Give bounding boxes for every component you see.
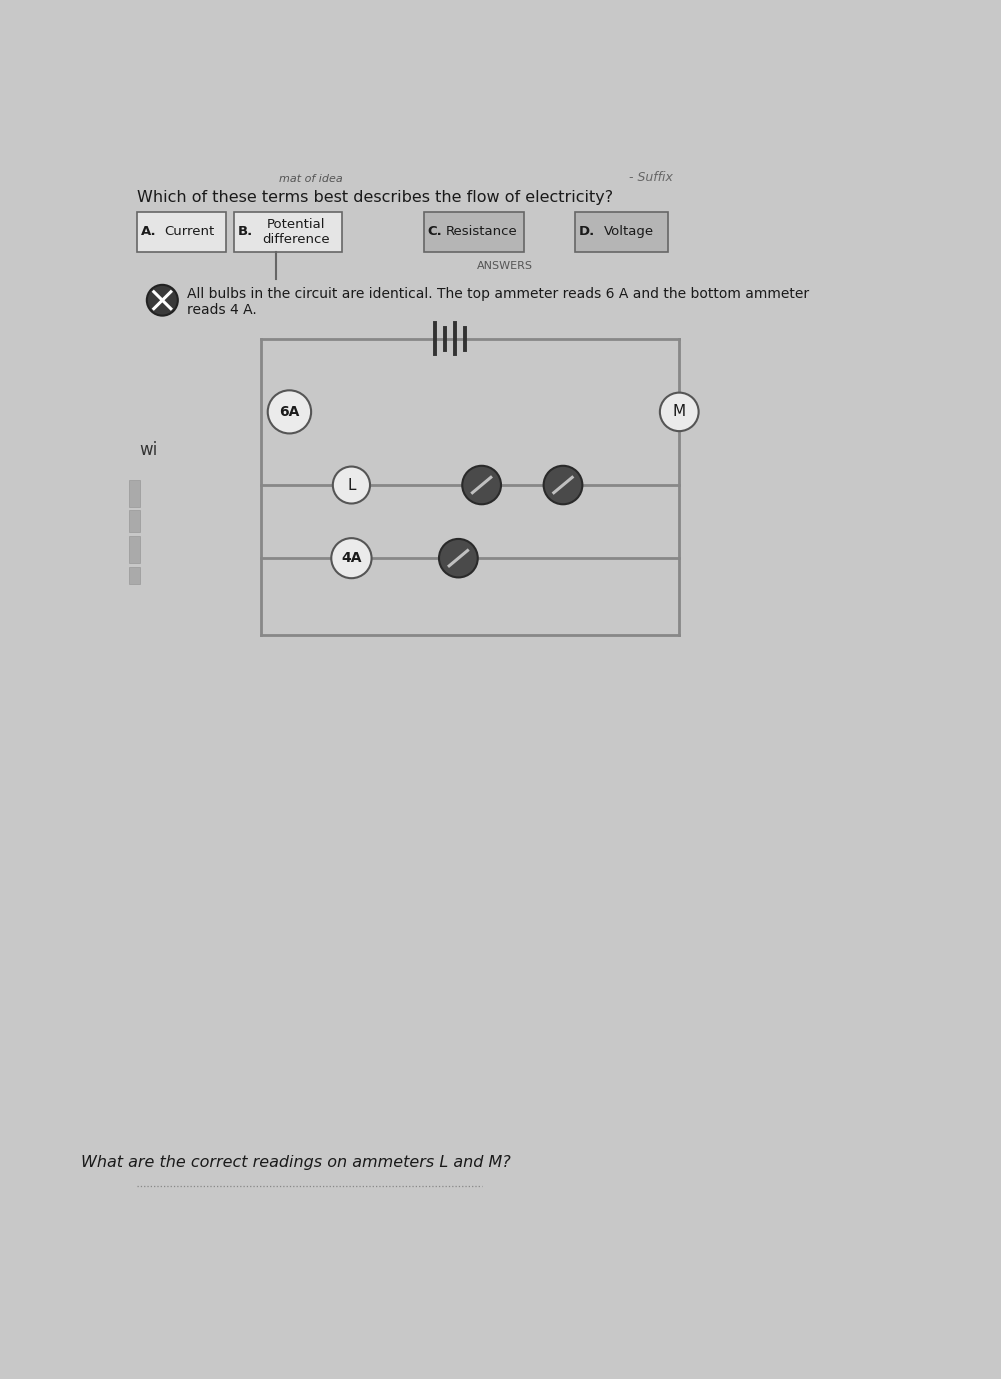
- FancyBboxPatch shape: [423, 212, 525, 252]
- Circle shape: [462, 466, 500, 505]
- FancyBboxPatch shape: [129, 510, 140, 532]
- Text: wi: wi: [139, 441, 157, 459]
- Text: What are the correct readings on ammeters L and M?: What are the correct readings on ammeter…: [81, 1156, 511, 1171]
- FancyBboxPatch shape: [137, 212, 226, 252]
- Text: - Suffix: - Suffix: [629, 171, 673, 183]
- Circle shape: [267, 390, 311, 433]
- Circle shape: [331, 538, 371, 578]
- Circle shape: [439, 539, 477, 578]
- Text: Potential
difference: Potential difference: [262, 218, 329, 245]
- Text: L: L: [347, 477, 355, 492]
- Text: A.: A.: [140, 225, 156, 239]
- Circle shape: [147, 285, 178, 316]
- FancyBboxPatch shape: [129, 536, 140, 563]
- Text: Which of these terms best describes the flow of electricity?: Which of these terms best describes the …: [137, 190, 613, 205]
- Text: ANSWERS: ANSWERS: [476, 261, 533, 270]
- Circle shape: [332, 466, 370, 503]
- Text: D.: D.: [579, 225, 595, 239]
- Text: Resistance: Resistance: [445, 225, 518, 239]
- FancyBboxPatch shape: [575, 212, 668, 252]
- Circle shape: [544, 466, 583, 505]
- FancyBboxPatch shape: [129, 567, 140, 583]
- Text: Current: Current: [164, 225, 214, 239]
- FancyBboxPatch shape: [129, 480, 140, 506]
- Text: 4A: 4A: [341, 552, 361, 565]
- Text: M: M: [673, 404, 686, 419]
- Text: mat of idea: mat of idea: [279, 174, 343, 185]
- Text: 6A: 6A: [279, 405, 299, 419]
- Circle shape: [660, 393, 699, 432]
- Text: C.: C.: [427, 225, 442, 239]
- Text: All bulbs in the circuit are identical. The top ammeter reads 6 A and the bottom: All bulbs in the circuit are identical. …: [187, 287, 809, 317]
- Text: B.: B.: [237, 225, 252, 239]
- Text: Voltage: Voltage: [604, 225, 654, 239]
- FancyBboxPatch shape: [233, 212, 342, 252]
